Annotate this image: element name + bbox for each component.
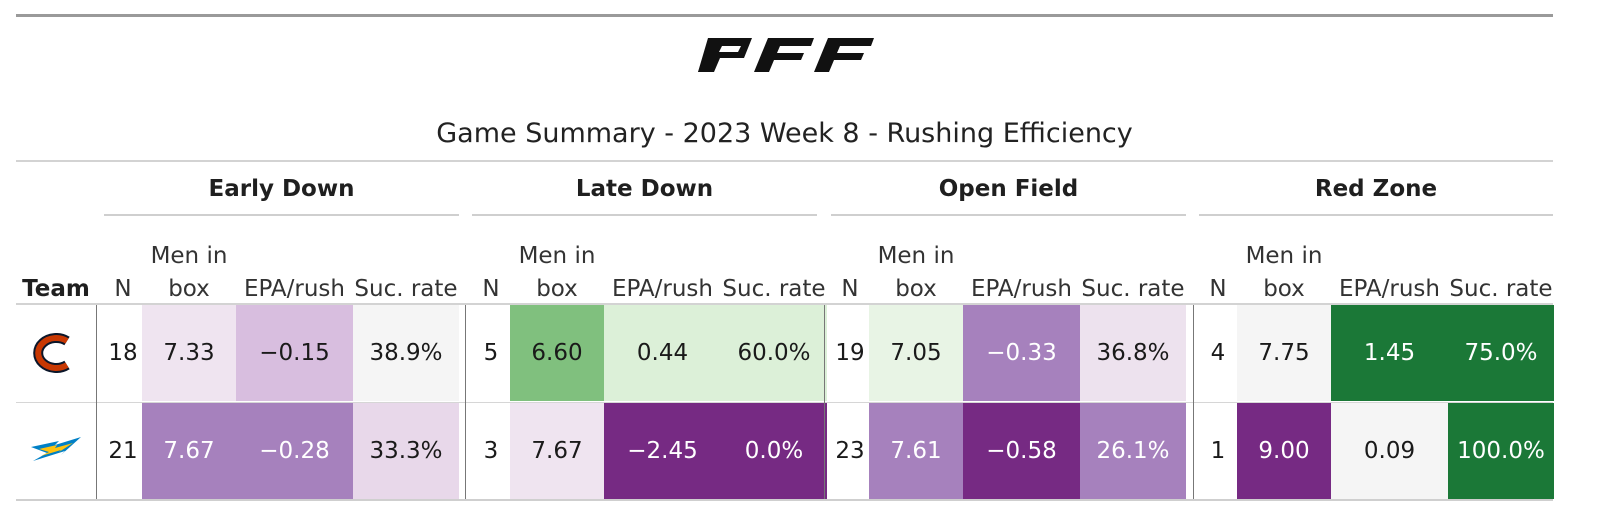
men-in-box-cell: 7.61 bbox=[869, 403, 963, 499]
success-rate-cell: 100.0% bbox=[1448, 403, 1554, 499]
column-header-men-in-box: Men in box bbox=[877, 243, 955, 302]
n-cell: 4 bbox=[1199, 305, 1237, 401]
column-header-n: N bbox=[482, 276, 500, 302]
column-separator bbox=[465, 305, 466, 499]
group-rule bbox=[1199, 214, 1553, 216]
table-row: 21 7.67 −0.28 33.3% 3 7.67 −2.45 0.0% 23 7.61 −0.5… bbox=[16, 403, 1554, 501]
bears-logo-icon bbox=[33, 333, 70, 373]
epa-rush-cell: −0.15 bbox=[236, 305, 353, 401]
chargers-logo-icon bbox=[31, 437, 81, 461]
epa-rush-cell: 0.09 bbox=[1331, 403, 1448, 499]
epa-rush-cell: −0.33 bbox=[963, 305, 1080, 401]
n-cell: 19 bbox=[831, 305, 869, 401]
group-rule bbox=[472, 214, 817, 216]
group-header-late-down: Late Down bbox=[575, 176, 714, 202]
column-header-n: N bbox=[1209, 276, 1227, 302]
men-in-box-cell: 7.33 bbox=[142, 305, 236, 401]
epa-rush-cell: 1.45 bbox=[1331, 305, 1448, 401]
top-rule bbox=[16, 14, 1553, 17]
column-header-n: N bbox=[841, 276, 859, 302]
title-rule bbox=[16, 160, 1553, 162]
success-rate-cell: 75.0% bbox=[1448, 305, 1554, 401]
column-header-suc-rate: Suc. rate bbox=[1449, 276, 1553, 302]
men-in-box-cell: 6.60 bbox=[510, 305, 604, 401]
men-in-box-cell: 9.00 bbox=[1237, 403, 1331, 499]
success-rate-cell: 36.8% bbox=[1080, 305, 1186, 401]
success-rate-cell: 38.9% bbox=[353, 305, 459, 401]
n-cell: 21 bbox=[104, 403, 142, 499]
column-header-epa-rush: EPA/rush bbox=[970, 276, 1072, 302]
n-cell: 5 bbox=[472, 305, 510, 401]
column-header-epa-rush: EPA/rush bbox=[1338, 276, 1440, 302]
n-cell: 3 bbox=[472, 403, 510, 499]
men-in-box-cell: 7.67 bbox=[142, 403, 236, 499]
group-rule bbox=[831, 214, 1186, 216]
n-cell: 23 bbox=[831, 403, 869, 499]
group-header-open-field: Open Field bbox=[938, 176, 1079, 202]
men-in-box-cell: 7.75 bbox=[1237, 305, 1331, 401]
group-header-red-zone: Red Zone bbox=[1314, 176, 1438, 202]
group-rule bbox=[104, 214, 459, 216]
column-header-team: Team bbox=[22, 276, 90, 302]
epa-rush-cell: −2.45 bbox=[604, 403, 721, 499]
column-header-men-in-box: Men in box bbox=[1245, 243, 1323, 302]
group-header-early-down: Early Down bbox=[208, 176, 355, 202]
column-header-n: N bbox=[114, 276, 132, 302]
team-cell bbox=[16, 305, 96, 401]
n-cell: 1 bbox=[1199, 403, 1237, 499]
column-header-men-in-box: Men in box bbox=[518, 243, 596, 302]
column-header-suc-rate: Suc. rate bbox=[722, 276, 826, 302]
n-cell: 18 bbox=[104, 305, 142, 401]
column-header-men-in-box: Men in box bbox=[150, 243, 228, 302]
success-rate-cell: 26.1% bbox=[1080, 403, 1186, 499]
men-in-box-cell: 7.67 bbox=[510, 403, 604, 499]
column-header-epa-rush: EPA/rush bbox=[243, 276, 345, 302]
pff-logo-icon bbox=[698, 38, 874, 72]
header-rule bbox=[16, 303, 1553, 305]
men-in-box-cell: 7.05 bbox=[869, 305, 963, 401]
table-title: Game Summary - 2023 Week 8 - Rushing Eff… bbox=[436, 118, 1133, 149]
column-separator bbox=[1193, 305, 1194, 499]
bottom-rule bbox=[16, 499, 1553, 501]
success-rate-cell: 33.3% bbox=[353, 403, 459, 499]
table-row: 18 7.33 −0.15 38.9% 5 6.60 0.44 60.0% 19 7.05 −0.3… bbox=[16, 305, 1554, 403]
column-header-suc-rate: Suc. rate bbox=[354, 276, 458, 302]
table-frame: Game Summary - 2023 Week 8 - Rushing Eff… bbox=[16, 14, 1554, 501]
success-rate-cell: 60.0% bbox=[721, 305, 827, 401]
epa-rush-cell: −0.58 bbox=[963, 403, 1080, 499]
row-rule bbox=[16, 402, 1553, 403]
column-separator bbox=[824, 305, 825, 499]
column-separator bbox=[96, 305, 97, 499]
success-rate-cell: 0.0% bbox=[721, 403, 827, 499]
epa-rush-cell: 0.44 bbox=[604, 305, 721, 401]
column-header-suc-rate: Suc. rate bbox=[1081, 276, 1185, 302]
team-cell bbox=[16, 403, 96, 499]
epa-rush-cell: −0.28 bbox=[236, 403, 353, 499]
column-header-epa-rush: EPA/rush bbox=[611, 276, 713, 302]
